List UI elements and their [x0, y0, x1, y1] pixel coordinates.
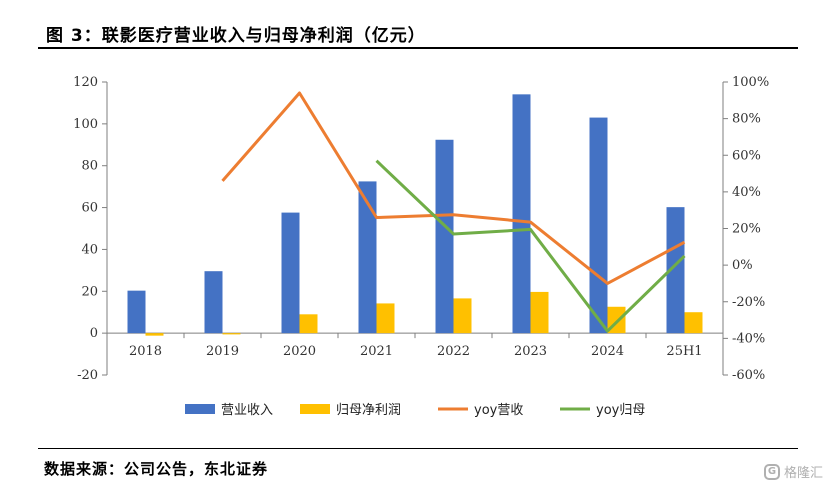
legend-label: 归母净利润	[336, 403, 401, 418]
legend-label: yoy营收	[474, 403, 523, 418]
revenue-bar	[204, 271, 223, 334]
left-tick-label: 80	[81, 159, 98, 174]
right-tick-label: 40%	[732, 185, 761, 200]
x-tick-label: 2021	[360, 344, 393, 359]
profit-bar	[530, 291, 549, 334]
revenue-bar	[589, 117, 608, 334]
left-tick-label: 0	[90, 326, 98, 341]
right-tick-label: 20%	[732, 222, 761, 237]
x-tick-label: 2018	[129, 344, 162, 359]
right-tick-label: -40%	[732, 331, 765, 346]
x-tick-label: 2023	[514, 344, 547, 359]
left-tick-label: 40	[81, 242, 98, 257]
right-tick-label: 100%	[732, 75, 769, 90]
right-tick-label: 0%	[732, 258, 753, 273]
revenue-bar	[358, 181, 377, 334]
x-tick-label: 2020	[283, 344, 316, 359]
left-tick-label: 60	[81, 201, 98, 216]
yoy-revenue-line	[221, 91, 686, 285]
figure-title-bar: 图 3：联影医疗营业收入与归母净利润（亿元）	[38, 12, 798, 48]
watermark: G 格隆汇	[763, 462, 823, 481]
x-tick-label: 25H1	[666, 344, 702, 359]
legend-swatch	[185, 404, 215, 414]
left-tick-label: 120	[73, 75, 98, 90]
title-rule	[38, 47, 798, 49]
x-tick-label: 2019	[206, 344, 239, 359]
legend-label: 营业收入	[221, 403, 273, 418]
revenue-bar	[435, 139, 454, 334]
profit-bar	[145, 333, 164, 336]
profit-bar	[453, 298, 472, 334]
revenue-bar	[666, 207, 685, 334]
source-rule	[38, 448, 798, 449]
right-tick-label: -20%	[732, 295, 765, 310]
combo-chart: -20 0 20 40 60 80 100 120 -60% -40% -20% 0% 20% 40% 60…	[73, 75, 769, 418]
left-tick-label: 20	[81, 284, 98, 299]
x-tick-label: 2022	[437, 344, 470, 359]
profit-bar	[684, 312, 703, 334]
right-tick-label: 60%	[732, 148, 761, 163]
yoy-profit-line	[375, 159, 686, 333]
legend-swatch	[300, 404, 330, 414]
revenue-bar	[512, 94, 531, 334]
profit-bar	[376, 303, 395, 334]
revenue-bar	[281, 212, 300, 334]
profit-bar	[299, 314, 318, 334]
right-tick-label: -60%	[732, 368, 765, 383]
source-note: 数据来源：公司公告，东北证券	[44, 460, 269, 478]
watermark-logo-icon: G	[763, 463, 780, 480]
revenue-bar	[127, 290, 146, 334]
left-tick-label: -20	[77, 368, 98, 383]
profit-bar	[222, 333, 241, 335]
legend-label: yoy归母	[596, 403, 645, 418]
x-tick-label: 2024	[591, 344, 624, 359]
left-tick-label: 100	[73, 117, 98, 132]
watermark-text: 格隆汇	[783, 466, 823, 481]
figure-title: 图 3：联影医疗营业收入与归母净利润（亿元）	[46, 26, 426, 46]
right-tick-label: 80%	[732, 112, 761, 127]
